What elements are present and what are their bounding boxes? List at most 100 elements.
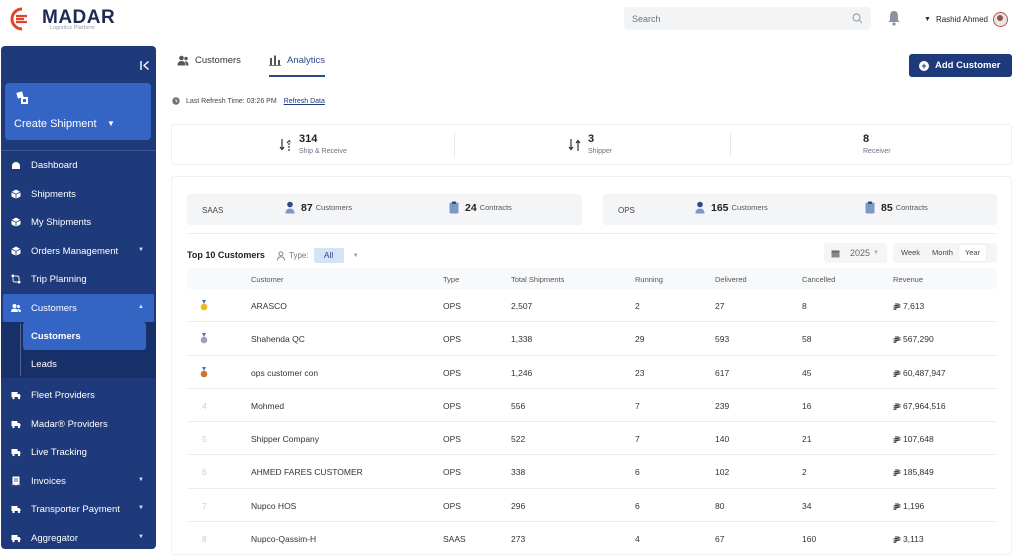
refresh-data-link[interactable]: Refresh Data (283, 97, 325, 105)
stat-value: 85 (881, 201, 893, 214)
revenue-value: 67,964,516 (903, 400, 946, 411)
tab-analytics[interactable]: Analytics (269, 55, 326, 77)
search-input[interactable] (632, 12, 832, 25)
cell-type: OPS (443, 500, 461, 511)
summary-value: 3 (588, 133, 595, 145)
cell-running: 6 (635, 500, 640, 511)
bronze-medal-icon (200, 366, 208, 377)
sidebar-item-label: Dashboard (31, 160, 78, 171)
add-customer-button[interactable]: + Add Customer (909, 54, 1012, 77)
sidebar-item-label: Trip Planning (31, 274, 87, 285)
chevron-down-icon[interactable]: ▼ (352, 252, 359, 259)
table-row[interactable]: Shahenda QC OPS 1,338 29 593 58 567,290 (187, 322, 997, 356)
chevron-down-icon: ▼ (138, 246, 144, 253)
orders-icon (11, 246, 21, 256)
cell-delivered: 593 (715, 334, 730, 345)
sidebar-item-trip-planning[interactable]: Trip Planning (1, 265, 156, 294)
user-icon (285, 201, 295, 214)
search-icon[interactable] (852, 13, 863, 24)
column-header: Running (635, 275, 663, 284)
type-filter-select[interactable]: All (313, 248, 344, 263)
ops-stats: OPS 165 Customers 85 Contracts (603, 194, 997, 225)
submenu-item-leads[interactable]: Leads (1, 350, 156, 378)
cell-cancelled: 34 (802, 500, 812, 511)
table-row[interactable]: 6 AHMED FARES CUSTOMER OPS 338 6 102 2 185,849 (187, 455, 997, 489)
cell-total-shipments: 273 (511, 534, 526, 545)
stat-value: 87 (301, 201, 313, 214)
sidebar-item-label: Invoices (31, 475, 66, 487)
top-bar: MADAR Logistics Platform ▼ Rashid Ahmed (0, 0, 1020, 38)
table-row[interactable]: 5 Shipper Company OPS 522 7 140 21 107,648 (187, 422, 997, 456)
sidebar-item-customers[interactable]: Customers ▲ (3, 293, 154, 322)
clipboard-icon (449, 201, 459, 214)
chevron-up-icon: ▲ (138, 303, 144, 310)
submenu-item-customers[interactable]: Customers (23, 322, 146, 350)
silver-medal-icon (200, 333, 208, 344)
sidebar-item-invoices[interactable]: Invoices ▼ (1, 467, 156, 496)
divider (730, 133, 731, 157)
cell-cancelled: 58 (802, 334, 812, 345)
collapse-sidebar-icon[interactable] (140, 60, 150, 71)
ops-contracts: 85 Contracts (865, 201, 928, 214)
sidebar-item-transporter-payment[interactable]: Transporter Payment ▼ (1, 495, 156, 524)
cell-customer: AHMED FARES CUSTOMER (251, 467, 363, 478)
period-week[interactable]: Week (901, 248, 921, 257)
box-icon (11, 217, 21, 227)
cell-running: 7 (635, 434, 640, 445)
type-filter: Type: All ▼ (276, 248, 359, 263)
column-header: Revenue (893, 275, 924, 284)
cell-rank: 4 (202, 400, 207, 411)
cell-running: 2 (635, 301, 640, 311)
create-shipment-button[interactable]: Create Shipment ▼ (5, 83, 151, 140)
table-row[interactable]: ARASCO OPS 2,507 2 27 8 7,613 (187, 289, 997, 323)
riyal-currency-icon (893, 469, 901, 477)
table-row[interactable]: 4 Mohmed OPS 556 7 239 16 67,964,516 (187, 389, 997, 423)
revenue-value: 60,487,947 (903, 367, 946, 378)
sidebar-item-shipments[interactable]: Shipments (1, 180, 156, 209)
chevron-down-icon: ▼ (138, 476, 144, 483)
period-year[interactable]: Year (958, 245, 987, 261)
brand-logo[interactable]: MADAR Logistics Platform (8, 6, 115, 32)
cell-delivered: 27 (715, 301, 725, 311)
sidebar-item-dashboard[interactable]: Dashboard (1, 151, 156, 180)
table-row[interactable]: ops customer con OPS 1,246 23 617 45 60,487,94… (187, 356, 997, 389)
sidebar-item-label: My Shipments (31, 217, 92, 228)
summary-caption: Receiver (863, 148, 891, 155)
sidebar-item-orders-management[interactable]: Orders Management ▼ (1, 237, 156, 266)
riyal-currency-icon (893, 303, 901, 310)
cell-cancelled: 160 (802, 534, 817, 545)
stat-value: 165 (711, 201, 729, 214)
sidebar-item-live-tracking[interactable]: Live Tracking (1, 438, 156, 467)
truck-icon (11, 534, 21, 542)
notifications-bell-icon[interactable] (887, 10, 901, 26)
customers-submenu: Customers Leads (1, 322, 156, 378)
sidebar-item-fleet-providers[interactable]: Fleet Providers (1, 381, 156, 410)
truck-icon (11, 392, 21, 400)
users-icon (11, 303, 21, 312)
chevron-down-icon: ▼ (873, 250, 879, 256)
cell-total-shipments: 296 (511, 500, 526, 511)
plus-icon: + (919, 60, 929, 71)
sidebar-item-my-shipments[interactable]: My Shipments (1, 208, 156, 237)
avatar[interactable] (992, 11, 1008, 27)
sidebar-item-label: Fleet Providers (31, 390, 95, 401)
cell-customer: Shipper Company (251, 434, 320, 445)
tab-customers[interactable]: Customers (177, 55, 241, 77)
user-menu[interactable]: ▼ Rashid Ahmed (924, 9, 1008, 29)
table-row[interactable]: 8 Nupco-Qassim-H SAAS 273 4 67 160 3,113 (187, 522, 997, 554)
period-month[interactable]: Month (932, 248, 953, 257)
sidebar-item-madar-providers[interactable]: Madar® Providers (1, 410, 156, 439)
bar-chart-icon (269, 55, 281, 66)
year-select[interactable]: 2025 ▼ (824, 243, 887, 263)
table-row[interactable]: 7 Nupco HOS OPS 296 6 80 34 1,196 (187, 489, 997, 523)
person-icon (277, 250, 285, 261)
cell-type: OPS (443, 467, 461, 478)
stat-value: 24 (465, 201, 477, 214)
cell-delivered: 67 (715, 534, 725, 545)
sidebar-item-aggregator[interactable]: Aggregator ▼ (1, 524, 156, 550)
route-icon (11, 274, 21, 284)
cell-type: OPS (443, 434, 461, 445)
box-icon (11, 189, 21, 199)
user-icon (695, 201, 705, 214)
cell-rank: 8 (202, 534, 207, 545)
